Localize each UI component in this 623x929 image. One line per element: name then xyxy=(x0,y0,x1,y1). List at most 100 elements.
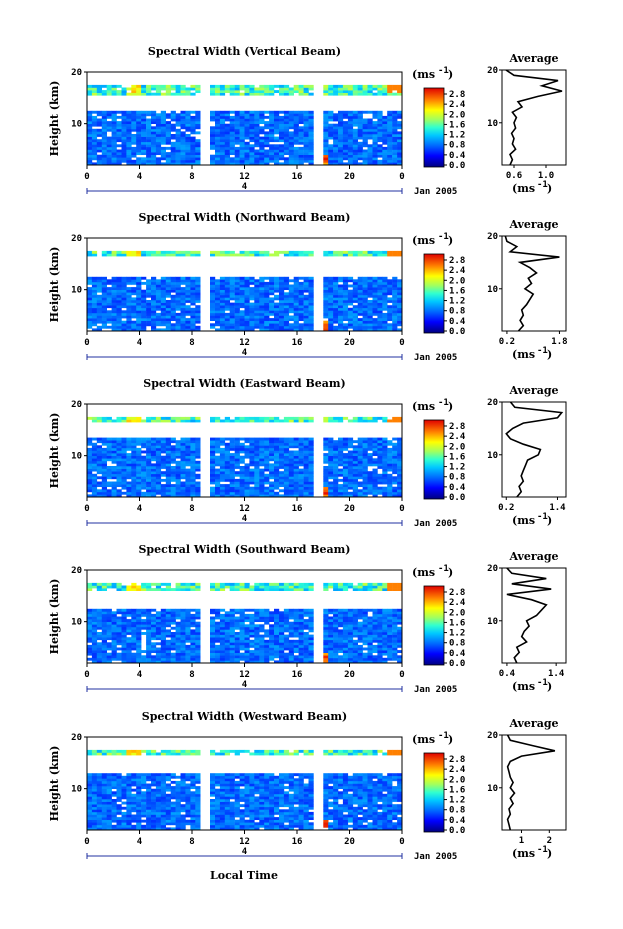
heatmap-cell xyxy=(387,489,393,493)
heatmap-cell xyxy=(131,113,137,117)
heatmap-cell xyxy=(254,92,260,96)
heatmap-cell xyxy=(175,634,181,638)
heatmap-cell xyxy=(170,281,176,285)
heatmap-cell xyxy=(165,611,171,615)
heatmap-cell xyxy=(283,146,290,150)
heatmap-cell xyxy=(175,608,181,612)
heatmap-cell xyxy=(362,419,368,423)
heatmap-cell xyxy=(234,162,240,166)
heatmap-cell xyxy=(347,468,354,472)
heatmap-cell xyxy=(367,118,373,122)
heatmap-cell xyxy=(126,611,132,615)
heatmap-cell xyxy=(338,442,344,446)
heatmap-cell xyxy=(333,144,339,148)
heatmap-cell xyxy=(347,162,354,166)
heatmap-cell xyxy=(288,416,294,420)
heatmap-cell xyxy=(87,302,93,306)
heatmap-cell xyxy=(229,131,235,135)
heatmap-cell xyxy=(224,320,230,324)
heatmap-cell xyxy=(303,131,309,135)
heatmap-cell xyxy=(141,463,147,467)
heatmap-cell xyxy=(146,279,152,283)
heatmap-cell xyxy=(151,139,157,143)
heatmap-cell xyxy=(160,588,166,591)
heatmap-cell xyxy=(111,276,117,280)
heatmap-cell xyxy=(180,486,186,490)
heatmap-cell xyxy=(219,494,226,498)
heatmap-cell xyxy=(151,473,157,477)
heatmap-cell xyxy=(279,305,285,309)
heatmap-cell xyxy=(347,307,354,311)
heatmap-cell xyxy=(141,458,147,462)
heatmap-cell xyxy=(151,250,157,254)
heatmap-cell xyxy=(180,652,186,656)
heatmap-cell xyxy=(254,157,260,161)
heatmap-cell xyxy=(170,118,176,122)
heatmap-cell xyxy=(224,494,230,498)
heatmap-cell xyxy=(239,141,245,145)
heatmap-cell xyxy=(372,253,378,257)
heatmap-cell xyxy=(185,476,191,480)
heatmap-cell xyxy=(210,305,216,309)
heatmap-cell xyxy=(190,302,196,306)
heatmap-cell xyxy=(224,660,230,664)
heatmap-cell xyxy=(229,284,235,288)
heatmap-cell xyxy=(195,289,201,293)
heatmap-cell xyxy=(131,281,137,285)
heatmap-cell xyxy=(224,624,230,628)
heatmap-cell xyxy=(87,481,93,485)
heatmap-cell xyxy=(185,644,191,648)
heatmap-cell xyxy=(229,447,235,451)
heatmap-cell xyxy=(190,162,196,166)
heatmap-cell xyxy=(254,660,260,664)
heatmap-cell xyxy=(195,655,201,659)
heatmap-cell xyxy=(170,416,176,420)
y-tick-label: 20 xyxy=(71,400,82,410)
avg-unit-close: ) xyxy=(547,182,552,195)
heatmap-cell xyxy=(146,126,152,130)
heatmap-cell xyxy=(121,300,127,303)
heatmap-cell xyxy=(347,320,354,324)
heatmap-cell xyxy=(308,123,314,127)
heatmap-cell xyxy=(264,305,270,309)
panel-title: Spectral Width (Vertical Beam) xyxy=(148,45,341,58)
heatmap-cell xyxy=(126,281,132,285)
heatmap-cell xyxy=(96,302,102,306)
heatmap-cell xyxy=(293,440,299,444)
heatmap-cell xyxy=(357,453,363,456)
heatmap-cell xyxy=(131,450,137,454)
heatmap-cell xyxy=(382,481,388,485)
heatmap-cell xyxy=(195,284,201,288)
heatmap-cell xyxy=(229,162,235,166)
heatmap-cell xyxy=(229,128,235,132)
heatmap-cell xyxy=(190,447,196,451)
avg-x-tick-label: 1.0 xyxy=(538,171,554,181)
heatmap-cell xyxy=(254,632,260,635)
heatmap-cell xyxy=(224,131,230,135)
heatmap-cell xyxy=(249,126,255,130)
heatmap-cell xyxy=(185,468,191,472)
heatmap-cell xyxy=(155,284,162,288)
heatmap-cell xyxy=(190,416,196,420)
heatmap-cell xyxy=(180,588,186,591)
heatmap-cell xyxy=(397,460,403,464)
heatmap-cell xyxy=(392,134,398,137)
heatmap-cell xyxy=(259,453,265,456)
heatmap-cell xyxy=(377,287,383,290)
heatmap-cell xyxy=(264,468,270,472)
heatmap-cell xyxy=(155,126,162,130)
heatmap-cell xyxy=(372,157,378,161)
heatmap-cell xyxy=(91,637,98,641)
heatmap-cell xyxy=(303,491,309,495)
heatmap-cell xyxy=(101,440,107,444)
heatmap-cell xyxy=(372,294,378,298)
heatmap-cell xyxy=(101,300,107,303)
heatmap-cell xyxy=(146,611,152,615)
heatmap-cell xyxy=(101,292,107,296)
heatmap-cell xyxy=(146,489,152,493)
heatmap-cell xyxy=(377,250,383,254)
heatmap-cell xyxy=(146,292,152,296)
heatmap-cell xyxy=(239,637,245,641)
heatmap-cell xyxy=(338,162,344,166)
heatmap-cell xyxy=(195,250,201,254)
